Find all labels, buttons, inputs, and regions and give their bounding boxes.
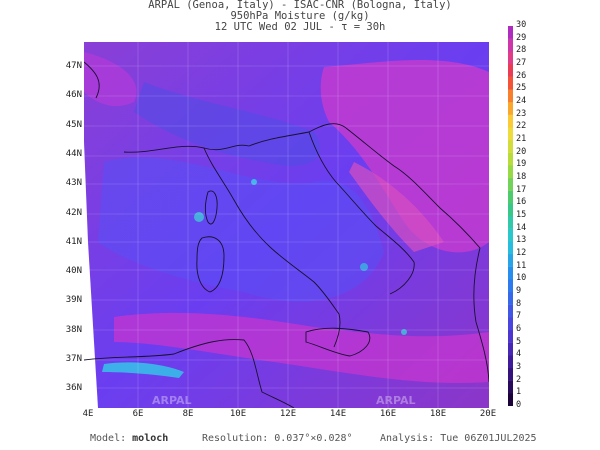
colorbar-label: 22 — [516, 121, 527, 132]
colorbar-label: 7 — [516, 311, 522, 322]
colorbar-label: 1 — [516, 387, 522, 398]
analysis-value: Tue 06Z01JUL2025 — [440, 433, 537, 444]
colorbar-segment — [508, 89, 513, 103]
graticule — [84, 42, 489, 408]
colorbar-label: 27 — [516, 58, 527, 68]
colorbar-segment — [508, 393, 513, 406]
east-high-moisture — [320, 60, 489, 253]
colorbar-label: 18 — [516, 172, 527, 182]
lat-label: 46N — [65, 90, 82, 101]
lon-label: 8E — [182, 409, 194, 419]
lat-label: 47N — [65, 61, 82, 71]
lon-label: 10E — [229, 409, 247, 419]
colorbar-label: 11 — [516, 260, 527, 271]
lat-label: 39N — [65, 295, 82, 306]
colorbar-label: 20 — [516, 146, 527, 157]
header-variable: 950hPa Moisture (g/kg) — [230, 10, 370, 22]
colorbar-label: 30 — [516, 20, 527, 30]
colorbar — [508, 26, 513, 406]
colorbar-segment — [508, 304, 513, 318]
lat-label: 40N — [65, 266, 82, 277]
colorbar-label: 17 — [516, 184, 527, 195]
lat-label: 36N — [65, 383, 82, 394]
colorbar-label: 12 — [516, 248, 527, 258]
colorbar-segment — [508, 355, 513, 369]
colorbar-segment — [508, 203, 513, 217]
colorbar-segment — [508, 165, 513, 179]
colorbar-segment — [508, 216, 513, 229]
watermark-left: ARPAL — [152, 394, 192, 407]
colorbar-segment — [508, 317, 513, 331]
model-label: Model: — [90, 433, 127, 444]
colorbar-segment — [508, 178, 513, 191]
header-institutions: ARPAL (Genoa, Italy) - ISAC-CNR (Bologna… — [148, 0, 452, 11]
colorbar-segment — [508, 228, 513, 242]
colorbar-segment — [508, 127, 513, 141]
colorbar-label: 3 — [516, 362, 522, 372]
colorbar-label: 29 — [516, 32, 527, 43]
colorbar-label: 15 — [516, 210, 527, 220]
resolution-value: 0.037°×0.028° — [274, 433, 353, 444]
colorbar-segment — [508, 342, 513, 356]
colorbar-label: 19 — [516, 159, 527, 170]
colorbar-segment — [508, 368, 513, 381]
colorbar-segment — [508, 380, 513, 394]
watermark-right: ARPAL — [376, 394, 416, 407]
resolution-label: Resolution: — [202, 433, 269, 444]
colorbar-label: 2 — [516, 374, 522, 385]
colorbar-label: 10 — [516, 273, 527, 284]
colorbar-segment — [508, 102, 513, 115]
colorbar-label: 9 — [516, 286, 522, 296]
lat-label: 44N — [65, 148, 82, 159]
colorbar-label: 6 — [516, 324, 522, 334]
lon-label: 16E — [379, 409, 397, 419]
lon-label: 4E — [82, 409, 94, 419]
colorbar-label: 14 — [516, 222, 527, 233]
lat-label: 37N — [65, 354, 82, 364]
lon-label: 12E — [279, 409, 297, 419]
lat-label: 43N — [65, 178, 82, 189]
lon-label: 6E — [132, 409, 144, 419]
colorbar-segment — [508, 38, 513, 52]
colorbar-segment — [508, 76, 513, 90]
moisture-map: ARPAL ARPAL — [84, 42, 489, 408]
colorbar-segment — [508, 114, 513, 128]
coastlines — [84, 61, 489, 408]
south-high-moisture — [114, 312, 489, 383]
colorbar-label: 4 — [516, 349, 522, 360]
colorbar-segment — [508, 140, 513, 153]
colorbar-label: 28 — [516, 45, 527, 56]
colorbar-segment — [508, 330, 513, 343]
lon-label: 20E — [479, 409, 497, 419]
colorbar-segment — [508, 26, 513, 39]
colorbar-label: 25 — [516, 83, 527, 94]
model-value: moloch — [132, 433, 169, 444]
colorbar-label: 16 — [516, 197, 527, 208]
colorbar-segment — [508, 51, 513, 65]
colorbar-label: 13 — [516, 235, 527, 246]
lon-label: 14E — [329, 409, 347, 419]
colorbar-label: 0 — [516, 400, 522, 410]
colorbar-segment — [508, 64, 513, 77]
colorbar-label: 8 — [516, 298, 522, 309]
lat-label: 45N — [65, 119, 82, 130]
colorbar-segment — [508, 152, 513, 166]
colorbar-label: 26 — [516, 70, 527, 81]
colorbar-segment — [508, 266, 513, 280]
lat-label: 41N — [65, 236, 82, 247]
colorbar-label: 21 — [516, 134, 527, 144]
colorbar-segment — [508, 254, 513, 267]
colorbar-segment — [508, 292, 513, 305]
colorbar-segment — [508, 190, 513, 204]
colorbar-segment — [508, 241, 513, 255]
header-valid-time: 12 UTC Wed 02 JUL - τ = 30h — [214, 21, 386, 33]
colorbar-label: 5 — [516, 336, 522, 347]
colorbar-label: 23 — [516, 108, 527, 119]
analysis-label: Analysis: — [380, 433, 435, 444]
lat-label: 42N — [65, 207, 82, 218]
lon-label: 18E — [429, 409, 447, 419]
colorbar-segment — [508, 279, 513, 293]
lat-label: 38N — [65, 324, 82, 335]
colorbar-label: 24 — [516, 96, 527, 106]
